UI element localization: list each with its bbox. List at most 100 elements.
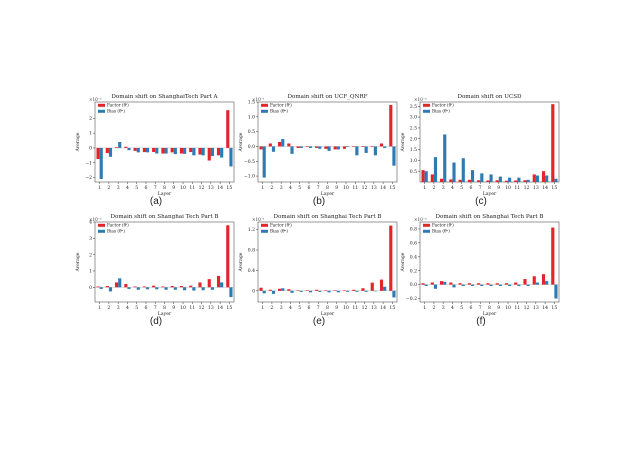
legend: Factor (θᶠ)Bias (θᵇ) [261, 103, 292, 114]
factor-bar [379, 143, 384, 147]
bias-bar [461, 284, 465, 286]
legend-swatch [423, 109, 430, 113]
y-tick-label: 1.2 [248, 227, 255, 233]
x-tick-label: 3 [117, 185, 120, 191]
factor-bar [198, 147, 202, 155]
bias-bar [443, 281, 447, 285]
legend-label: Bias (θᵇ) [432, 229, 450, 234]
bias-bar [452, 284, 456, 288]
bias-bar [210, 147, 214, 157]
bias-bar [554, 284, 558, 299]
factor-bar [161, 286, 165, 288]
y-axis-label: Average [238, 132, 244, 152]
bias-bar [383, 146, 387, 148]
panel-caption: (f) [476, 316, 486, 327]
factor-bar [324, 146, 328, 149]
x-tick-label: 1 [423, 185, 426, 191]
factor-bar [305, 146, 309, 148]
y-tick-label: 0.4 [248, 268, 255, 274]
x-tick-label: 6 [144, 305, 147, 311]
chart-title: Domain shift on Shanghai Tech Part B [273, 214, 381, 220]
bias-bar [433, 157, 438, 182]
factor-bar [133, 147, 137, 151]
bias-bar [155, 147, 159, 154]
factor-bar [333, 290, 337, 291]
bias-bar [127, 147, 131, 151]
y-tick-label: 0.5 [410, 169, 417, 175]
bias-bar [517, 284, 521, 286]
legend-label: Factor (θᶠ) [432, 223, 454, 228]
axes-frame [94, 221, 235, 303]
x-tick-label: 9 [335, 305, 338, 311]
x-tick-label: 15 [551, 185, 557, 191]
bias-bar [517, 177, 521, 182]
x-tick-label: 10 [343, 185, 349, 191]
factor-bar [142, 286, 146, 288]
factor-bar [96, 147, 100, 160]
y-tick-label: 0 [252, 288, 255, 294]
bias-bar [192, 147, 196, 156]
x-tick-label: 4 [126, 185, 129, 191]
y-tick-label: 3 [89, 236, 92, 242]
factor-bar [541, 274, 546, 285]
x-tick-label: 12 [524, 305, 530, 311]
factor-bar [278, 288, 282, 291]
x-tick-label: 12 [524, 185, 530, 191]
y-tick-label: −1 [85, 160, 92, 166]
x-tick-label: 2 [270, 305, 273, 311]
bias-bar [433, 284, 438, 289]
bias-bar [281, 288, 285, 291]
x-tick-label: 5 [460, 185, 463, 191]
factor-bar [458, 179, 462, 182]
chart-title: Domain shift on UCSD [457, 94, 522, 100]
x-tick-label: 3 [280, 185, 283, 191]
x-tick-label: 3 [442, 185, 445, 191]
bias-bar [424, 284, 428, 286]
x-axis-label: Layer [158, 311, 172, 317]
bias-bar [308, 290, 313, 293]
bias-bar [281, 139, 285, 147]
factor-bar [268, 289, 272, 291]
y-tick-label: 0.0 [410, 282, 417, 288]
bias-bar [346, 290, 350, 292]
y-tick-label: 3.5 [410, 104, 417, 110]
bias-bar [192, 287, 196, 291]
x-tick-label: 11 [352, 185, 358, 191]
x-tick-label: 9 [497, 305, 500, 311]
bias-bar [508, 284, 512, 286]
bias-bar [480, 284, 484, 286]
x-tick-label: 11 [352, 305, 358, 311]
factor-bar [379, 279, 384, 291]
x-tick-label: 4 [451, 305, 454, 311]
x-tick-label: 1 [261, 305, 264, 311]
bias-bar [118, 278, 122, 288]
chart-panel: Domain shift on UCF_QNRF ×10⁻¹ −1.0 −0.5 0.0… [238, 90, 400, 212]
legend-label: Factor (θᶠ) [107, 223, 129, 228]
bias-bar [480, 173, 484, 182]
x-tick-label: 5 [298, 305, 301, 311]
x-tick-label: 6 [469, 185, 472, 191]
y-tick-label: 0.0 [248, 144, 255, 150]
factor-bar [198, 282, 202, 288]
factor-bar [105, 147, 109, 154]
x-tick-label: 4 [289, 185, 292, 191]
panel-caption: (a) [149, 196, 163, 207]
bias-bar [229, 147, 233, 167]
factor-bar [207, 147, 211, 161]
y-tick-label: −2 [85, 175, 92, 181]
y-tick-label: 2.0 [410, 136, 417, 142]
x-tick-label: 1 [261, 185, 264, 191]
factor-bar [207, 279, 211, 288]
x-tick-label: 13 [371, 185, 377, 191]
x-tick-label: 8 [488, 305, 491, 311]
x-tick-label: 4 [289, 305, 292, 311]
bias-bar [508, 177, 512, 182]
legend: Factor (θᶠ)Bias (θᵇ) [261, 223, 292, 234]
bias-bar [554, 178, 558, 182]
factor-bar [430, 282, 434, 285]
legend-swatch [261, 109, 268, 113]
panel-caption: (c) [475, 196, 487, 207]
legend-label: Bias (θᵇ) [270, 229, 288, 234]
y-axis-label: Average [238, 252, 244, 272]
factor-bar [342, 146, 347, 149]
